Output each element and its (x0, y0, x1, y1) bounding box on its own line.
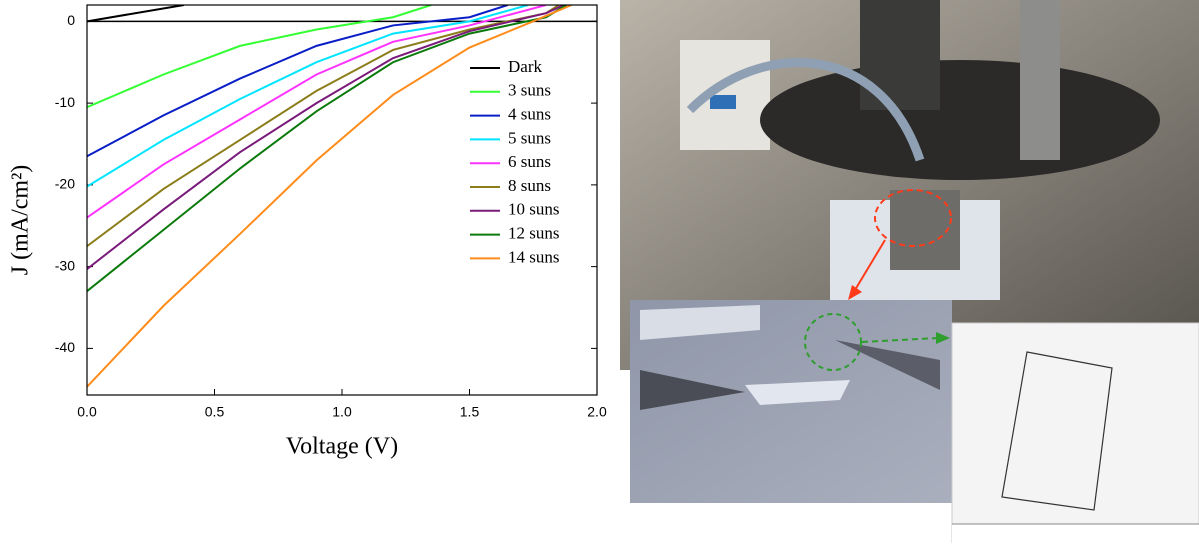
y-tick-label: -10 (55, 94, 75, 110)
plot-area: 0.0 0.5 1.0 1.5 2.0 0 -10 -20 -30 -40 Dark 3 suns 4 … (55, 4, 607, 420)
legend-label: 12 suns (508, 224, 559, 243)
series-line (87, 5, 567, 292)
series-line (87, 5, 185, 23)
y-axis-label: J (mA/cm²) (8, 165, 34, 276)
series-line (87, 5, 509, 158)
legend-label: 8 suns (508, 176, 551, 195)
series-line (87, 5, 432, 109)
series-line (87, 5, 547, 219)
x-tick-label: 1.0 (332, 404, 352, 420)
series-line (87, 5, 529, 188)
axes-frame (86, 4, 598, 396)
legend-label: 10 suns (508, 200, 559, 219)
setup-photo (620, 0, 1199, 370)
y-tick-label: -20 (55, 176, 75, 192)
series-line (87, 5, 572, 388)
y-tick-label: -40 (55, 339, 75, 355)
x-tick-label: 2.0 (587, 404, 607, 420)
x-tick-label: 1.5 (460, 404, 480, 420)
legend-label: 4 suns (508, 105, 551, 124)
y-tick-label: -30 (55, 257, 75, 273)
x-axis-label: Voltage (V) (286, 434, 398, 460)
legend-label: 3 suns (508, 81, 551, 100)
sem-photo (951, 322, 1199, 544)
legend-label: 6 suns (508, 152, 551, 171)
series-line (87, 5, 565, 270)
legend-label: 14 suns (508, 247, 559, 266)
x-tick-label: 0.0 (77, 404, 97, 420)
probe-photo (630, 300, 952, 503)
legend-label: Dark (508, 57, 542, 76)
legend-label: 5 suns (508, 128, 551, 147)
x-tick-label: 0.5 (205, 404, 225, 420)
y-tick-label: 0 (67, 12, 75, 28)
lines (87, 5, 572, 388)
